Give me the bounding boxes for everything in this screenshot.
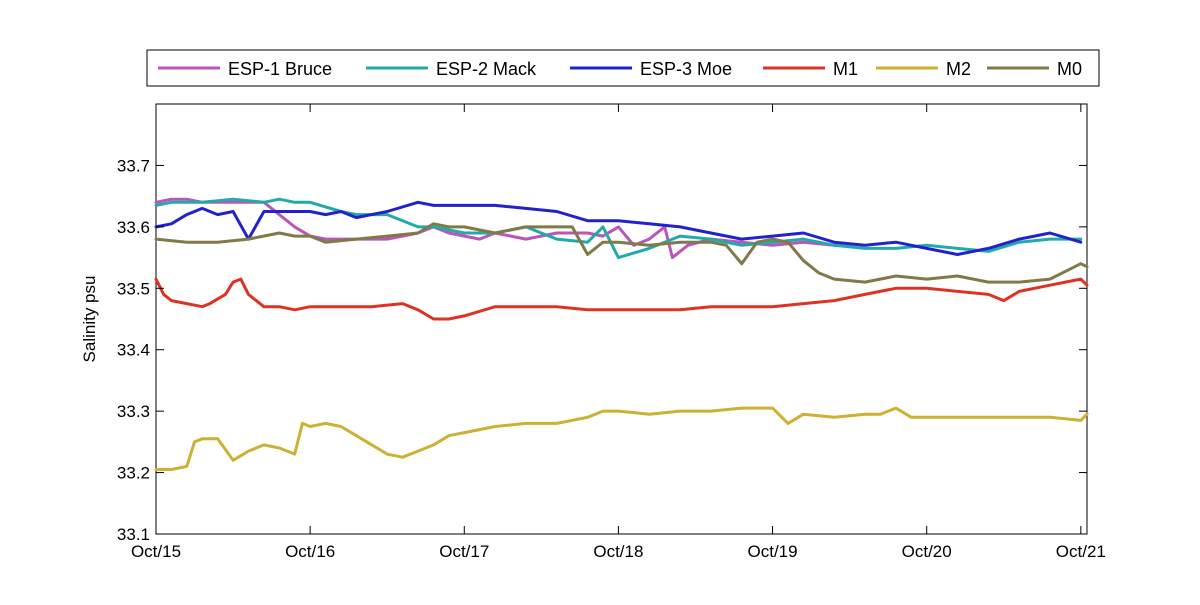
legend-label: M1 xyxy=(833,59,858,79)
x-tick-label: Oct/18 xyxy=(593,542,643,561)
y-tick-label: 33.4 xyxy=(117,341,150,360)
legend: ESP-1 Bruce ESP-2 Mack ESP-3 Moe M1 M2 M0 xyxy=(146,49,1100,87)
y-axis: 33.1 33.2 33.3 33.4 33.5 33.6 33.7 xyxy=(117,156,1087,544)
y-tick-label: 33.7 xyxy=(117,156,150,175)
x-axis: Oct/15 Oct/16 Oct/17 Oct/18 Oct/19 Oct/20 Oct/… xyxy=(131,104,1106,561)
y-tick-label: 33.6 xyxy=(117,218,150,237)
y-axis-label: Salinity psu xyxy=(80,276,99,363)
legend-items: ESP-1 Bruce ESP-2 Mack ESP-3 Moe M1 M2 M0 xyxy=(158,59,1082,79)
legend-label: ESP-1 Bruce xyxy=(228,59,332,79)
series-layer xyxy=(154,197,1089,471)
x-tick-label: Oct/19 xyxy=(748,542,798,561)
x-tick-label: Oct/20 xyxy=(902,542,952,561)
series-line-m1 xyxy=(154,277,1089,321)
plot-area: Oct/15 Oct/16 Oct/17 Oct/18 Oct/19 Oct/20 Oct/… xyxy=(117,103,1106,561)
series-line-esp-2-mack xyxy=(154,197,1083,260)
series-line-m2 xyxy=(154,406,1089,471)
legend-label: ESP-2 Mack xyxy=(436,59,537,79)
y-tick-label: 33.1 xyxy=(117,525,150,544)
y-tick-label: 33.3 xyxy=(117,402,150,421)
x-tick-label: Oct/16 xyxy=(285,542,335,561)
legend-label: M0 xyxy=(1057,59,1082,79)
plot-frame xyxy=(155,103,1088,535)
y-tick-label: 33.2 xyxy=(117,464,150,483)
y-tick-label: 33.5 xyxy=(117,279,150,298)
series-line-esp-3-moe xyxy=(154,200,1083,256)
legend-label: M2 xyxy=(946,59,971,79)
x-tick-label: Oct/21 xyxy=(1056,542,1106,561)
x-tick-label: Oct/17 xyxy=(439,542,489,561)
series-line-m0 xyxy=(154,222,1089,284)
legend-label: ESP-3 Moe xyxy=(640,59,732,79)
x-tick-label: Oct/15 xyxy=(131,542,181,561)
